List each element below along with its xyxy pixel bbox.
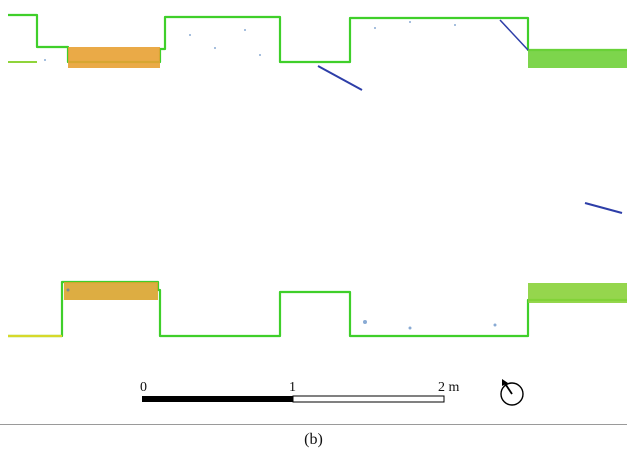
top-orange-block [68, 47, 160, 68]
bottom-green-block-right [528, 283, 627, 303]
scale-bar-filled [142, 396, 293, 402]
scale-label-0: 0 [140, 380, 147, 395]
top-diagonal-scan [317, 19, 529, 91]
north-arrow-icon [500, 379, 524, 406]
mid-right-fragment [584, 201, 623, 215]
scale-label-1: 1 [289, 380, 296, 395]
scale-bar-empty [292, 395, 445, 403]
top-green-block-right [528, 49, 627, 68]
figure-caption: (b) [304, 431, 323, 448]
scale-bar [142, 395, 445, 403]
top-wall-outline [8, 13, 627, 64]
scatter-specks [44, 21, 497, 330]
scale-label-2m: 2 m [438, 380, 460, 395]
caption-divider [0, 424, 627, 425]
bottom-orange-block [64, 282, 158, 300]
